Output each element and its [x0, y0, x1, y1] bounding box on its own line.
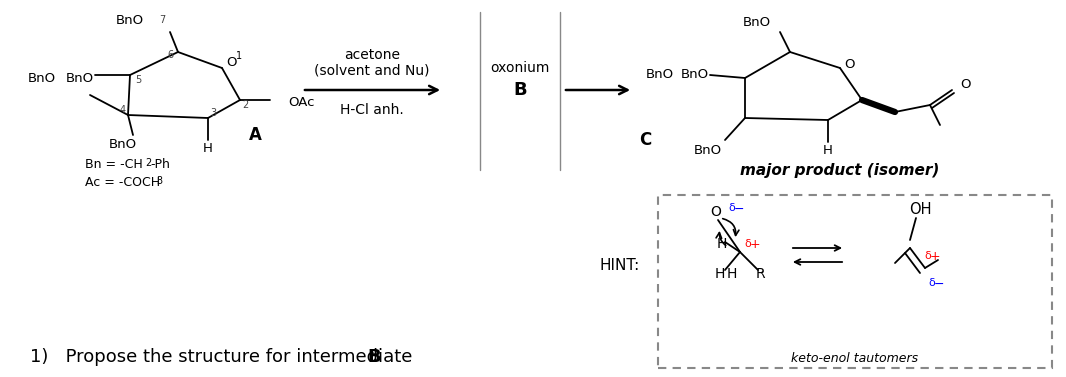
Text: δ: δ: [928, 278, 935, 288]
Text: +: +: [749, 238, 760, 251]
Text: H: H: [203, 141, 213, 155]
Text: C: C: [639, 131, 651, 149]
Text: Ac = -COCH: Ac = -COCH: [85, 176, 160, 190]
Text: B: B: [513, 81, 527, 99]
Text: −: −: [934, 278, 944, 291]
Text: BnO: BnO: [743, 15, 771, 29]
Text: 3: 3: [210, 108, 216, 118]
Text: Bn = -CH: Bn = -CH: [85, 158, 143, 172]
Text: 5: 5: [135, 75, 141, 85]
Text: H: H: [823, 144, 833, 158]
Text: R: R: [755, 267, 764, 281]
Text: BnO: BnO: [694, 144, 722, 156]
Text: 7: 7: [159, 15, 165, 25]
Text: OH: OH: [908, 202, 932, 218]
Text: H-Cl anh.: H-Cl anh.: [340, 103, 404, 117]
Text: acetone: acetone: [344, 48, 400, 62]
Text: O: O: [226, 55, 237, 69]
Text: 1: 1: [236, 51, 242, 61]
Text: BnO: BnO: [646, 69, 674, 81]
Text: 3: 3: [156, 176, 162, 186]
Text: BnO: BnO: [681, 69, 709, 81]
Text: H: H: [715, 267, 725, 281]
Text: HINT:: HINT:: [600, 257, 640, 273]
Text: 6: 6: [167, 50, 173, 60]
Text: -Ph: -Ph: [150, 158, 169, 172]
FancyArrowPatch shape: [716, 233, 726, 245]
Text: BnO: BnO: [28, 72, 56, 84]
Text: δ: δ: [924, 251, 932, 261]
Text: BnO: BnO: [116, 14, 144, 26]
Text: 2: 2: [145, 158, 151, 168]
FancyBboxPatch shape: [658, 195, 1052, 368]
Text: 2: 2: [242, 100, 248, 110]
Text: A: A: [248, 126, 261, 144]
Text: keto-enol tautomers: keto-enol tautomers: [791, 351, 919, 365]
FancyArrowPatch shape: [723, 219, 739, 235]
Text: 4: 4: [120, 105, 126, 115]
Text: BnO: BnO: [66, 72, 94, 84]
Text: oxonium: oxonium: [490, 61, 550, 75]
Text: (solvent and Nu): (solvent and Nu): [314, 63, 430, 77]
Text: H: H: [727, 267, 738, 281]
Text: δ: δ: [729, 203, 736, 213]
Text: δ: δ: [745, 239, 752, 249]
Text: 1)   Propose the structure for intermediate: 1) Propose the structure for intermediat…: [30, 348, 418, 366]
Text: B: B: [367, 348, 381, 366]
Text: BnO: BnO: [109, 138, 138, 152]
Text: O: O: [960, 78, 970, 92]
Text: −: −: [733, 203, 744, 216]
Text: O: O: [711, 205, 722, 219]
Text: major product (isomer): major product (isomer): [740, 162, 940, 178]
Text: +: +: [930, 250, 940, 263]
Text: O: O: [844, 58, 855, 70]
Text: H: H: [716, 237, 727, 251]
Text: OAc: OAc: [288, 95, 314, 109]
